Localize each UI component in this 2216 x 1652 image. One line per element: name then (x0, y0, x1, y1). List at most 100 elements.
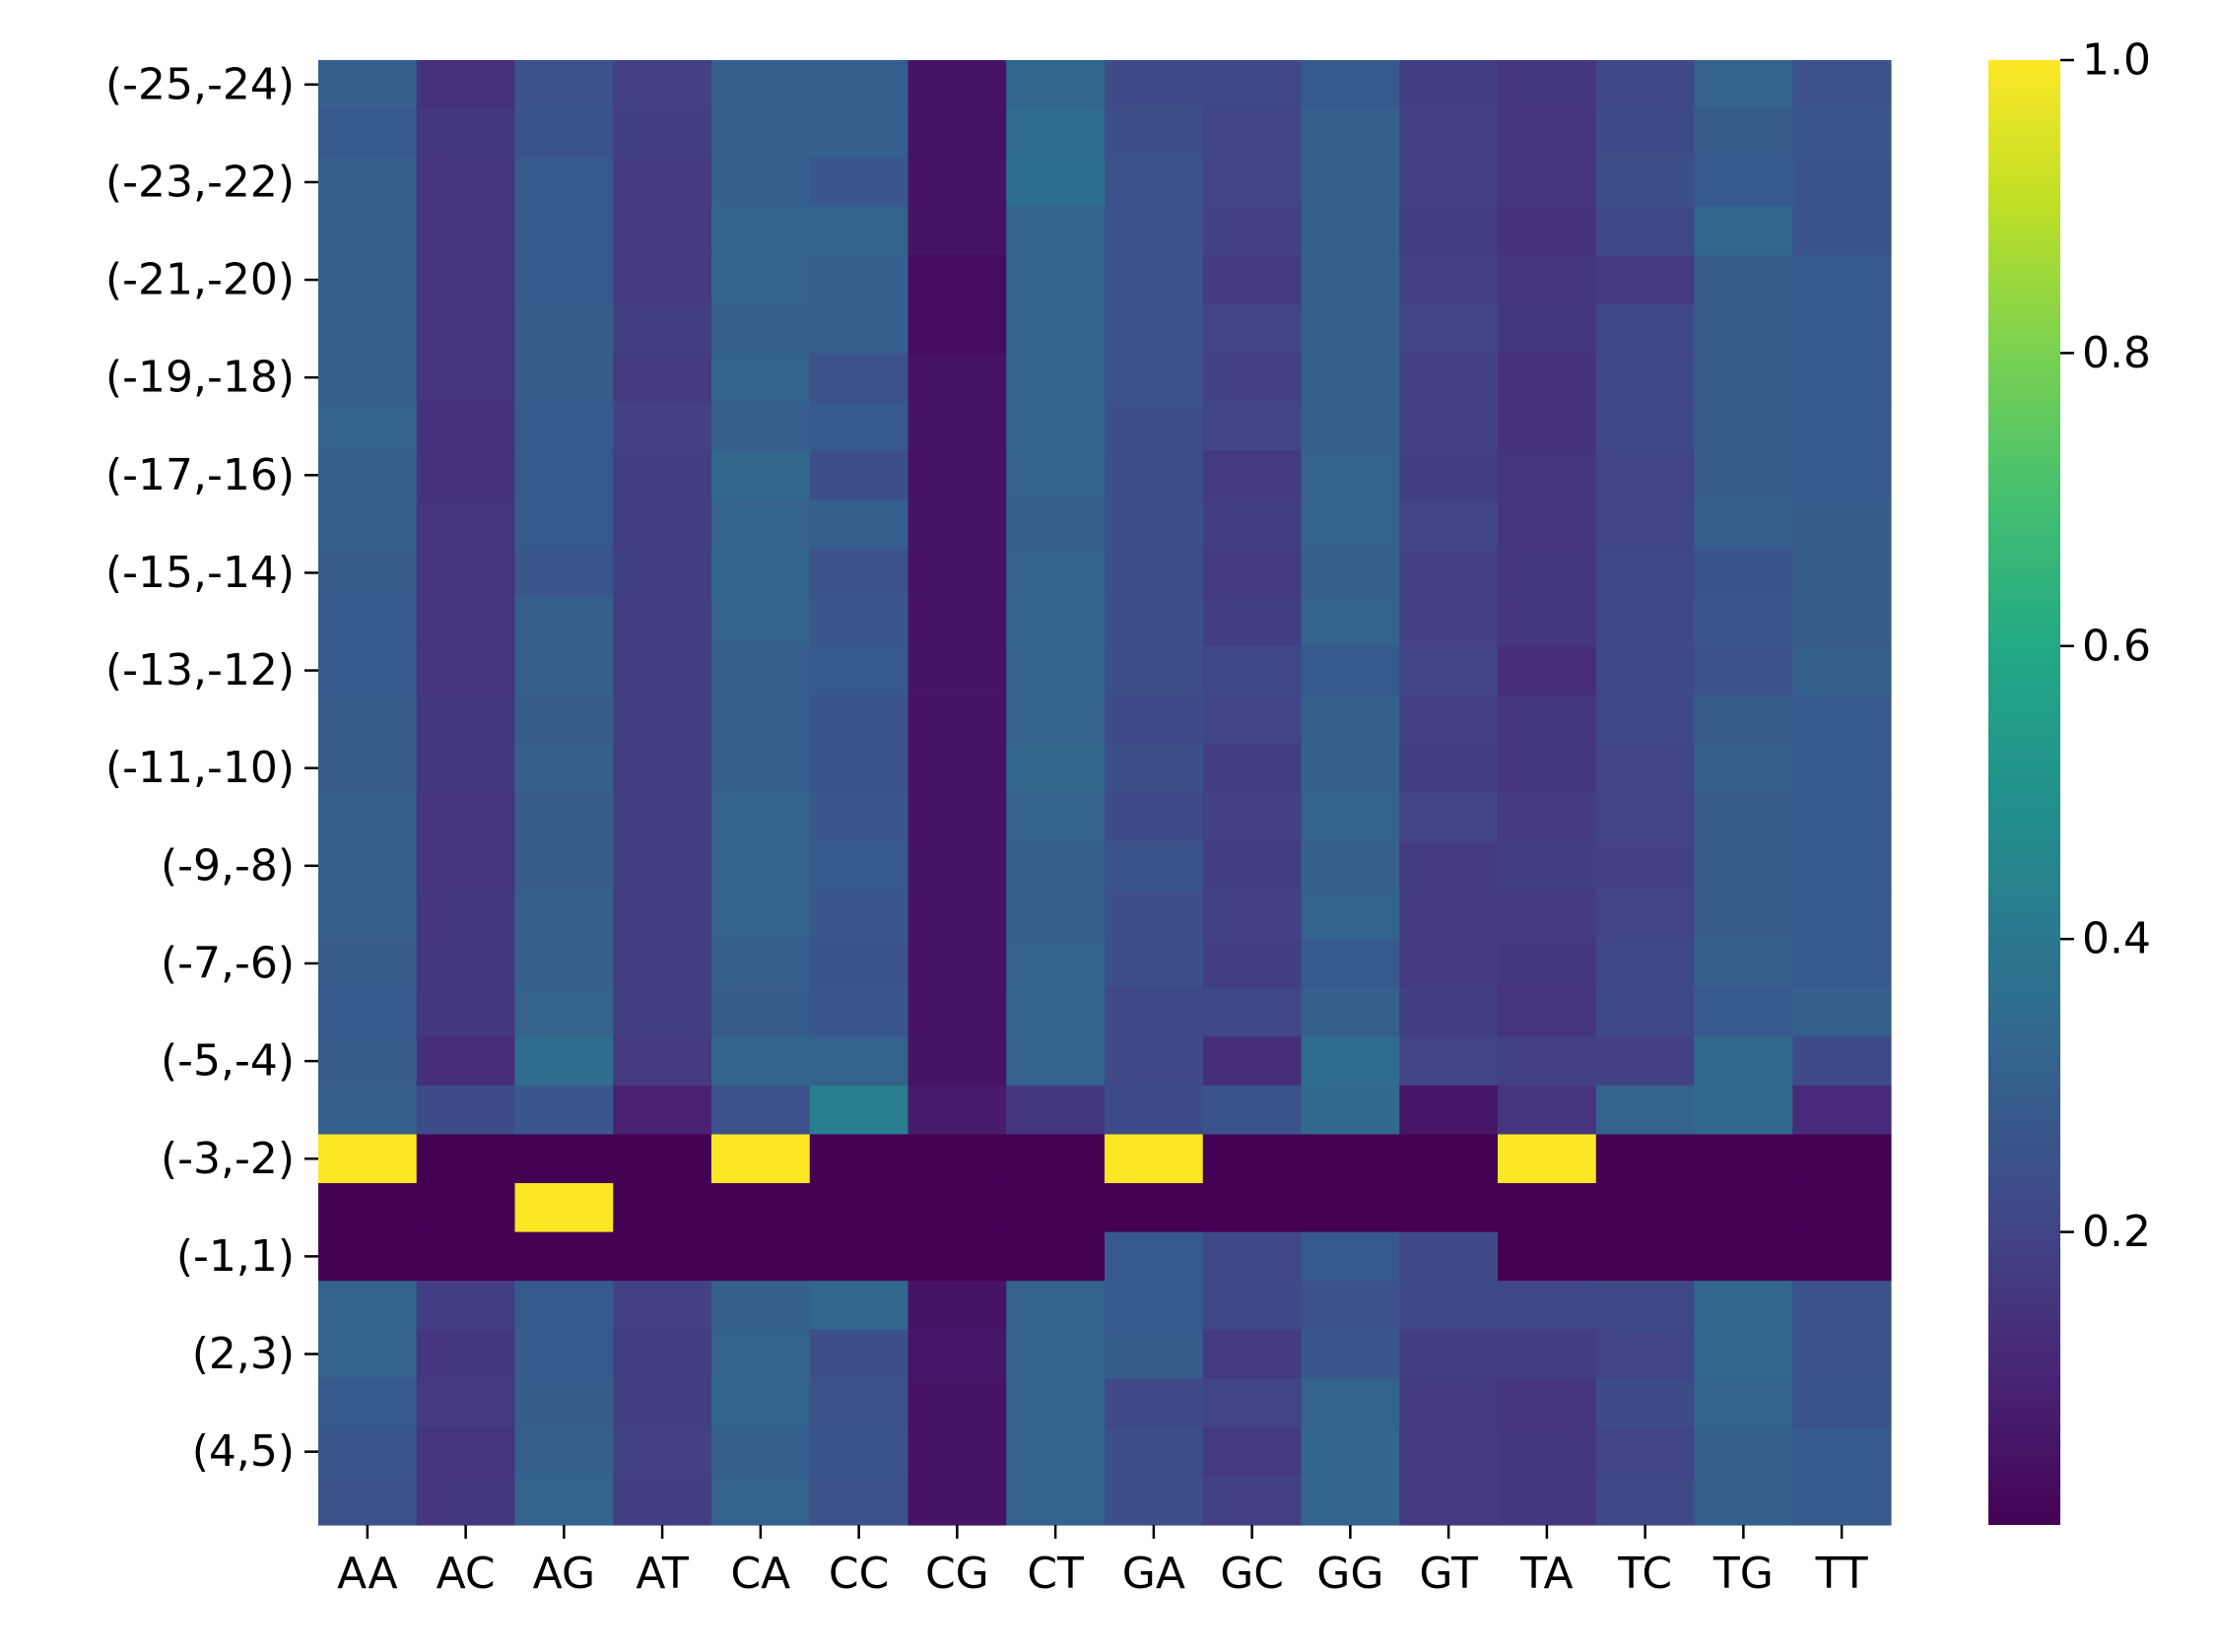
heatmap-cell (1694, 206, 1793, 256)
heatmap-cell (514, 158, 614, 208)
heatmap-cell (416, 743, 516, 794)
heatmap-cell (514, 841, 614, 892)
heatmap-cell (1202, 548, 1303, 598)
heatmap-cell (1595, 255, 1696, 305)
y-tick-label: (4,5) (192, 1426, 295, 1477)
heatmap-cell (711, 1378, 811, 1428)
heatmap-cell (809, 1329, 909, 1379)
heatmap-cell (1105, 548, 1204, 598)
heatmap-cell (809, 255, 909, 305)
heatmap-cell (711, 1085, 811, 1136)
heatmap-cell (318, 1329, 418, 1379)
heatmap-cell (1301, 60, 1400, 110)
heatmap-cell (514, 450, 614, 500)
heatmap-cell (1792, 939, 1892, 989)
heatmap-cell (514, 206, 614, 256)
y-tick-label: (-11,-10) (105, 743, 295, 793)
heatmap-cell (514, 548, 614, 598)
heatmap-cell (711, 1036, 811, 1087)
heatmap-cell (809, 206, 909, 256)
heatmap-cell (514, 401, 614, 452)
heatmap-cell (1595, 890, 1696, 940)
heatmap-cell (1792, 1281, 1892, 1331)
heatmap-cell (1792, 206, 1892, 256)
heatmap-cell (1202, 206, 1303, 256)
heatmap-cell (1694, 1329, 1793, 1379)
heatmap-cell (514, 1036, 614, 1087)
heatmap-cell (613, 890, 712, 940)
heatmap-cell (1694, 1036, 1793, 1087)
heatmap-cell (318, 1134, 418, 1184)
heatmap-cell (1202, 1378, 1303, 1428)
x-tick-label: AT (636, 1549, 689, 1599)
heatmap-cell (1105, 1281, 1204, 1331)
heatmap-cell (809, 1231, 909, 1282)
heatmap-cell (1694, 1426, 1793, 1478)
heatmap-cell (1105, 987, 1204, 1037)
heatmap-cell (1006, 1426, 1106, 1478)
heatmap-cell (1694, 841, 1793, 892)
heatmap-cell (1006, 255, 1106, 305)
heatmap-cell (1694, 987, 1793, 1037)
heatmap-cell (1301, 499, 1400, 550)
heatmap-cell (907, 939, 1007, 989)
heatmap-cell (907, 1281, 1007, 1331)
heatmap-cell (416, 1281, 516, 1331)
heatmap-cell (1105, 743, 1204, 794)
heatmap-cell (416, 694, 516, 745)
heatmap-cell (1399, 158, 1499, 208)
heatmap-cell (1595, 108, 1696, 159)
heatmap-cell (1694, 1134, 1793, 1184)
heatmap-cell (711, 1426, 811, 1478)
y-tick-label: (-17,-16) (105, 450, 295, 500)
heatmap-cell (1301, 1329, 1400, 1379)
heatmap-cell (1399, 303, 1499, 354)
heatmap-cell (1792, 743, 1892, 794)
heatmap-cell (1202, 255, 1303, 305)
heatmap-cell (907, 1134, 1007, 1184)
heatmap-cell (1105, 597, 1204, 647)
heatmap-cell (1694, 1231, 1793, 1282)
heatmap-cell (1595, 206, 1696, 256)
heatmap-cell (1202, 1085, 1303, 1136)
heatmap-cell (1399, 792, 1499, 842)
heatmap-cell (1498, 206, 1597, 256)
heatmap-cell (907, 1476, 1007, 1526)
heatmap-cell (1595, 1134, 1696, 1184)
heatmap-cell (416, 1476, 516, 1526)
heatmap-cell (613, 645, 712, 695)
heatmap-cell (1399, 1281, 1499, 1331)
heatmap-cell (416, 60, 516, 110)
heatmap-cell (1006, 1476, 1106, 1526)
heatmap-cell (318, 743, 418, 794)
heatmap-cell (1694, 1476, 1793, 1526)
heatmap-cell (809, 1281, 909, 1331)
heatmap-cell (1399, 841, 1499, 892)
x-axis: AA AC AG AT CA CC CG CT GA GC GG GT TA TC TG TT (337, 1525, 1868, 1599)
heatmap-cell (1694, 743, 1793, 794)
heatmap-cell (1202, 303, 1303, 354)
heatmap-cell (1105, 645, 1204, 695)
heatmap-cell (1498, 1231, 1597, 1282)
heatmap-cell (514, 1329, 614, 1379)
heatmap-cell (1498, 694, 1597, 745)
heatmap-cell (1006, 1281, 1106, 1331)
heatmap-cell (514, 1183, 614, 1233)
heatmap-cell (613, 206, 712, 256)
x-tick-label: GT (1419, 1549, 1478, 1599)
heatmap-cell (907, 890, 1007, 940)
heatmap-cell (1301, 694, 1400, 745)
heatmap-cell (1202, 987, 1303, 1037)
heatmap-cell (1498, 1378, 1597, 1428)
heatmap-cell (416, 303, 516, 354)
heatmap-cell (613, 60, 712, 110)
heatmap-cell (1498, 597, 1597, 647)
heatmap-cell (1006, 1378, 1106, 1428)
heatmap-cell (809, 548, 909, 598)
heatmap-cell (809, 1134, 909, 1184)
heatmap-cell (1498, 645, 1597, 695)
heatmap-cell (1202, 841, 1303, 892)
heatmap-cell (318, 694, 418, 745)
heatmap-cell (416, 890, 516, 940)
heatmap-cell (1792, 1183, 1892, 1233)
